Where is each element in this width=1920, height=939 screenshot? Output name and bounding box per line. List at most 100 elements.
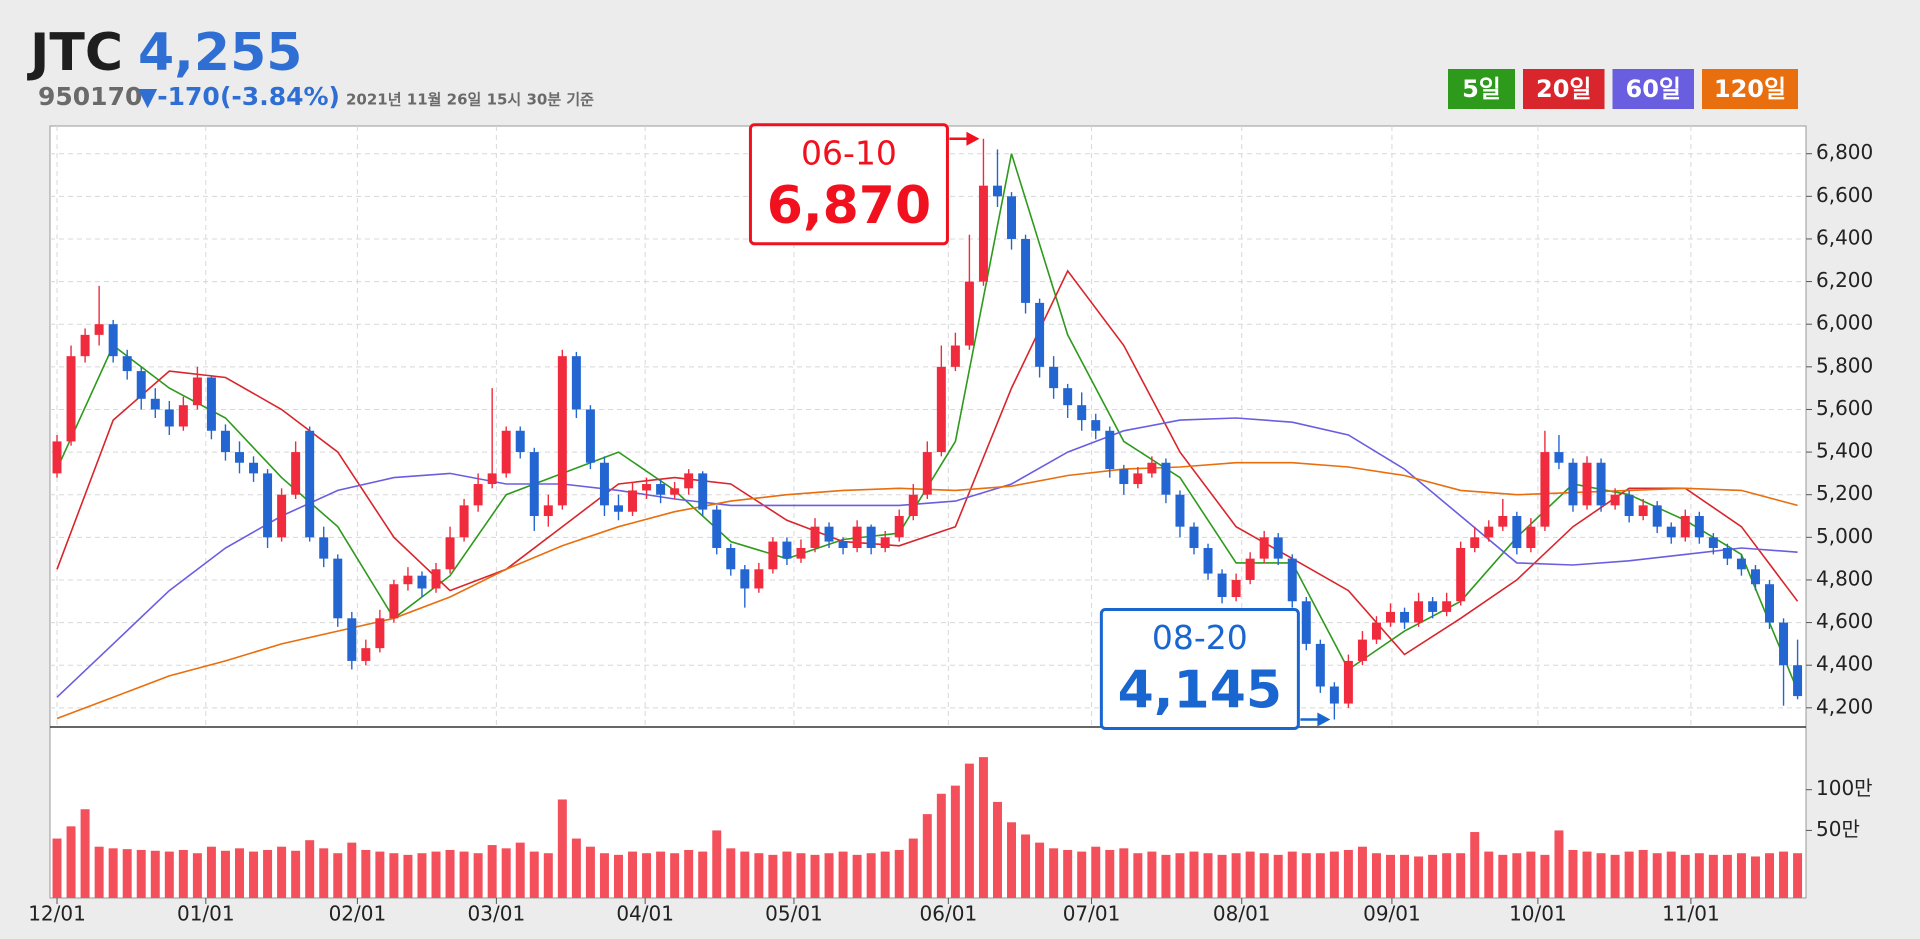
candle-body bbox=[656, 484, 666, 495]
candle-body bbox=[585, 409, 595, 463]
candle-body bbox=[1357, 639, 1367, 661]
candle-body bbox=[824, 526, 834, 542]
candle-body bbox=[1652, 505, 1662, 527]
legend-label[interactable]: 60일 bbox=[1626, 75, 1681, 103]
candle-body bbox=[291, 452, 301, 495]
volume-bar bbox=[571, 838, 581, 898]
y-tick-label: 5,400 bbox=[1816, 439, 1873, 463]
candle-body bbox=[122, 356, 132, 372]
candle-body bbox=[613, 505, 623, 512]
volume-bar bbox=[1596, 853, 1606, 898]
volume-bar bbox=[1371, 853, 1381, 898]
legend-item[interactable]: 120일 bbox=[1702, 69, 1798, 109]
candle-body bbox=[1400, 611, 1410, 623]
candle-body bbox=[1414, 601, 1424, 623]
candle-body bbox=[950, 345, 960, 367]
volume-bar bbox=[1582, 851, 1592, 898]
legend-item[interactable]: 5일 bbox=[1448, 69, 1515, 109]
volume-bar bbox=[263, 849, 273, 898]
legend-button[interactable] bbox=[1448, 69, 1515, 109]
volume-bar bbox=[726, 848, 736, 898]
volume-bar bbox=[1793, 853, 1803, 898]
candle-body bbox=[1007, 196, 1017, 239]
volume-bar bbox=[838, 851, 848, 898]
candle-body bbox=[473, 484, 483, 506]
candle-body bbox=[1722, 547, 1732, 559]
annotation-box bbox=[748, 123, 949, 246]
candle-body bbox=[319, 537, 329, 559]
legend-button[interactable] bbox=[1702, 69, 1798, 109]
x-tick-label: 03/01 bbox=[468, 902, 526, 926]
volume-bar bbox=[1512, 853, 1522, 898]
volume-bar bbox=[206, 846, 216, 898]
volume-bar bbox=[543, 853, 553, 898]
candle-body bbox=[94, 324, 104, 335]
volume-bar bbox=[1287, 851, 1297, 898]
candle-body bbox=[1582, 462, 1592, 506]
volume-bar bbox=[52, 838, 62, 898]
candle-body bbox=[1189, 526, 1199, 548]
candle-body bbox=[880, 537, 890, 548]
volume-bar bbox=[178, 849, 188, 898]
legend-button[interactable] bbox=[1612, 69, 1695, 109]
volume-bar bbox=[1105, 849, 1115, 898]
candle-body bbox=[1526, 526, 1536, 548]
candle-body bbox=[347, 618, 357, 661]
candle-body bbox=[1568, 462, 1578, 506]
x-tick-label: 02/01 bbox=[329, 902, 387, 926]
volume-bar bbox=[894, 849, 904, 898]
candle-body bbox=[1091, 420, 1101, 431]
legend-item[interactable]: 60일 bbox=[1612, 69, 1695, 109]
volume-bar bbox=[1414, 856, 1424, 898]
volume-bar bbox=[305, 840, 315, 898]
candle-body bbox=[810, 526, 820, 548]
candle-body bbox=[936, 366, 946, 453]
legend-label[interactable]: 5일 bbox=[1462, 75, 1501, 103]
candle-body bbox=[1456, 547, 1466, 602]
candle-body bbox=[754, 569, 764, 589]
volume-bar bbox=[487, 845, 497, 898]
candle-body bbox=[445, 537, 455, 570]
candle-body bbox=[417, 575, 427, 589]
candle-body bbox=[389, 584, 399, 619]
legend-item[interactable]: 20일 bbox=[1523, 69, 1605, 109]
volume-bar bbox=[810, 854, 820, 898]
volume-bar bbox=[880, 851, 890, 898]
volume-bar bbox=[136, 849, 146, 898]
volume-bar bbox=[642, 853, 652, 898]
legend-label[interactable]: 20일 bbox=[1536, 75, 1591, 103]
candle-body bbox=[1596, 462, 1606, 506]
volume-bar bbox=[1035, 842, 1045, 898]
y-tick-label: 4,600 bbox=[1816, 609, 1873, 633]
volume-bar bbox=[754, 853, 764, 898]
candle-body bbox=[1442, 601, 1452, 612]
volume-bar bbox=[740, 851, 750, 898]
volume-bar bbox=[1750, 856, 1760, 898]
candle-body bbox=[1245, 558, 1255, 580]
x-tick-label: 04/01 bbox=[616, 902, 674, 926]
volume-bar bbox=[150, 850, 160, 898]
volume-bar bbox=[375, 851, 385, 898]
volume-bar bbox=[1231, 853, 1241, 898]
plot-area bbox=[49, 125, 1807, 899]
volume-bar bbox=[1077, 851, 1087, 898]
legend-label[interactable]: 120일 bbox=[1714, 75, 1786, 103]
candle-body bbox=[1512, 516, 1522, 548]
candle-body bbox=[1175, 494, 1185, 527]
candle-body bbox=[1779, 622, 1789, 666]
x-tick-label: 09/01 bbox=[1363, 902, 1421, 926]
volume-bar bbox=[1694, 853, 1704, 898]
moving-average-line bbox=[56, 417, 1798, 698]
volume-bar bbox=[249, 851, 259, 898]
candle-body bbox=[628, 490, 638, 512]
x-tick-label: 11/01 bbox=[1662, 902, 1720, 926]
volume-bar bbox=[192, 853, 202, 898]
volume-bar bbox=[866, 853, 876, 898]
legend-button[interactable] bbox=[1523, 69, 1605, 109]
volume-bar bbox=[698, 851, 708, 898]
volume-bar bbox=[557, 799, 567, 898]
candle-body bbox=[684, 473, 694, 489]
candle-body bbox=[1680, 516, 1690, 538]
candle-body bbox=[80, 334, 90, 357]
